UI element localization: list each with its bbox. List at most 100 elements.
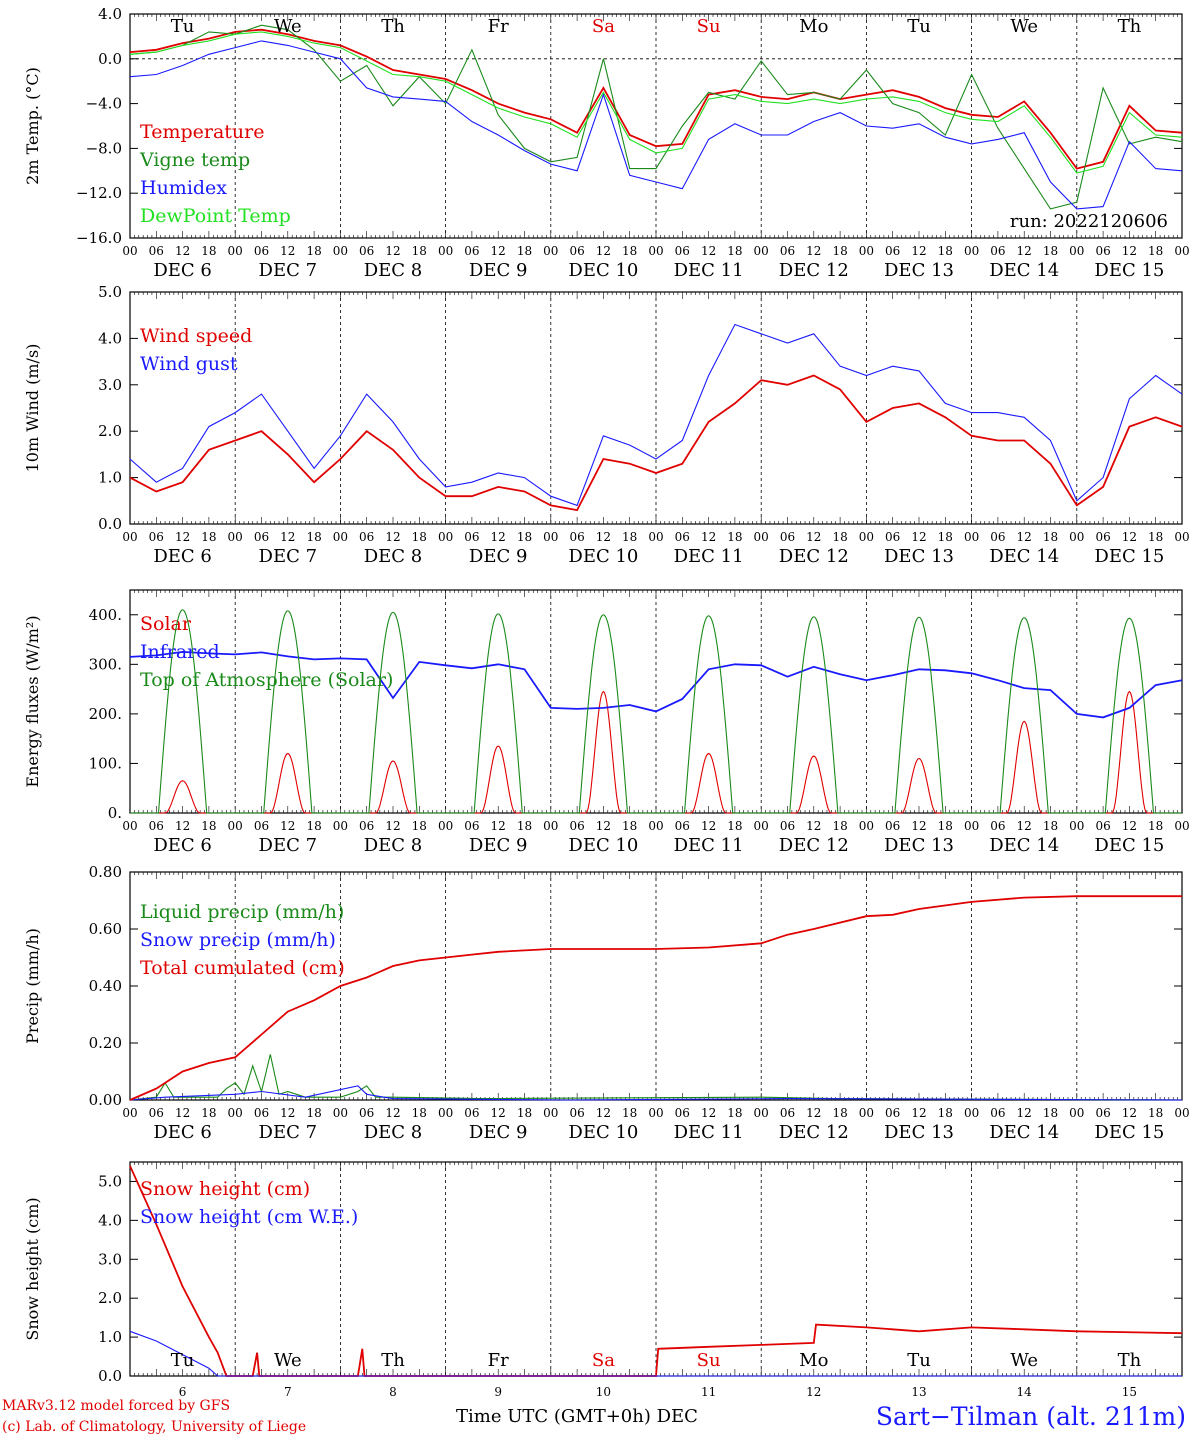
hour-tick-label: 06 — [780, 1106, 795, 1120]
hour-tick-label: 06 — [254, 244, 269, 258]
hour-tick-label: 18 — [938, 819, 953, 833]
hour-tick-label: 06 — [780, 244, 795, 258]
hour-tick-label: 12 — [911, 819, 926, 833]
hour-tick-label: 18 — [306, 819, 321, 833]
hour-tick-label: 12 — [596, 530, 611, 544]
hour-tick-label: 18 — [306, 530, 321, 544]
hour-tick-label: 18 — [412, 244, 427, 258]
hour-tick-label: 12 — [1017, 244, 1032, 258]
weekday-label-bottom: Fr — [488, 1350, 509, 1371]
hour-tick-label: 00 — [122, 530, 137, 544]
hour-tick-label: 18 — [1148, 819, 1163, 833]
legend-entry: Top of Atmosphere (Solar) — [140, 669, 393, 691]
weekday-label-bottom: Sa — [592, 1350, 615, 1371]
hour-tick-label: 00 — [1069, 1106, 1084, 1120]
hour-tick-label: 00 — [333, 244, 348, 258]
hour-tick-label: 12 — [175, 1106, 190, 1120]
hour-tick-label: 00 — [1069, 530, 1084, 544]
legend-entry: Liquid precip (mm/h) — [140, 901, 344, 923]
hour-tick-label: 06 — [780, 819, 795, 833]
hour-tick-label: 06 — [149, 530, 164, 544]
hour-tick-label: 18 — [832, 530, 847, 544]
hour-tick-label: 00 — [228, 819, 243, 833]
day-label: DEC 15 — [1094, 546, 1164, 567]
hour-tick-label: 18 — [1043, 244, 1058, 258]
legend-entry: Vigne temp — [139, 149, 250, 171]
legend-entry: Temperature — [140, 121, 264, 143]
hour-tick-label: 06 — [885, 530, 900, 544]
hour-tick-label: 00 — [964, 244, 979, 258]
series-line-0-3 — [129, 31, 1183, 174]
y-tick-label: 1.0 — [98, 469, 122, 487]
day-label: DEC 13 — [884, 546, 954, 567]
legend-entry: Snow height (cm W.E.) — [140, 1206, 358, 1228]
hour-tick-label: 12 — [911, 244, 926, 258]
hour-tick-label: 18 — [517, 819, 532, 833]
y-tick-label: 4.0 — [98, 5, 122, 23]
hour-tick-label: 06 — [1095, 530, 1110, 544]
hour-tick-label: 06 — [359, 530, 374, 544]
hour-tick-label: 00 — [1174, 819, 1189, 833]
weekday-label-bottom: Mo — [799, 1350, 828, 1371]
hour-tick-label: 06 — [254, 819, 269, 833]
weekday-label-bottom: Th — [1118, 1350, 1142, 1371]
hour-tick-label: 18 — [1043, 1106, 1058, 1120]
hour-tick-label: 00 — [543, 530, 558, 544]
hour-tick-label: 06 — [569, 244, 584, 258]
series-line-0-2 — [129, 40, 1183, 210]
day-label: DEC 7 — [259, 260, 318, 281]
legend-entry: Solar — [140, 613, 192, 635]
weekday-label-bottom: Th — [381, 1350, 405, 1371]
day-label: DEC 12 — [779, 1122, 849, 1143]
hour-tick-label: 00 — [1174, 1106, 1189, 1120]
weekday-label: We — [1010, 16, 1038, 37]
hour-tick-label: 18 — [727, 1106, 742, 1120]
hour-tick-label: 00 — [859, 244, 874, 258]
hour-tick-label: 18 — [517, 530, 532, 544]
day-label: DEC 9 — [469, 260, 528, 281]
hour-tick-label: 06 — [990, 819, 1005, 833]
series-line-0-0 — [129, 28, 1183, 170]
hour-tick-label: 12 — [596, 819, 611, 833]
hour-tick-label: 00 — [1069, 244, 1084, 258]
hour-tick-label: 12 — [385, 819, 400, 833]
y-tick-label: 0.0 — [98, 1367, 122, 1385]
hour-tick-label: 12 — [280, 1106, 295, 1120]
hour-tick-label: 12 — [596, 1106, 611, 1120]
hour-tick-label: 06 — [990, 1106, 1005, 1120]
hour-tick-label: 12 — [806, 530, 821, 544]
run-label: run: 2022120606 — [1010, 211, 1168, 232]
hour-tick-label: 06 — [464, 244, 479, 258]
hour-tick-label: 00 — [1069, 819, 1084, 833]
day-label: DEC 11 — [674, 260, 744, 281]
hour-tick-label: 00 — [648, 819, 663, 833]
day-number: 6 — [179, 1385, 187, 1399]
y-tick-label: 2.0 — [98, 1289, 122, 1307]
day-label: DEC 11 — [674, 546, 744, 567]
y-axis-label: 10m Wind (m/s) — [23, 344, 42, 473]
y-tick-label: 0.80 — [89, 863, 122, 881]
day-number: 7 — [284, 1385, 292, 1399]
hour-tick-label: 18 — [306, 244, 321, 258]
legend-entry: Snow precip (mm/h) — [140, 929, 336, 951]
hour-tick-label: 12 — [701, 1106, 716, 1120]
day-label: DEC 6 — [153, 1122, 212, 1143]
hour-tick-label: 12 — [1017, 819, 1032, 833]
weekday-label-bottom: Tu — [907, 1350, 931, 1371]
hour-tick-label: 12 — [175, 819, 190, 833]
weekday-label-bottom: Su — [697, 1350, 721, 1371]
day-number: 9 — [494, 1385, 502, 1399]
hour-tick-label: 06 — [569, 530, 584, 544]
day-label: DEC 14 — [989, 1122, 1059, 1143]
hour-tick-label: 18 — [201, 819, 216, 833]
day-label: DEC 8 — [364, 835, 423, 856]
legend-entry: Humidex — [140, 177, 227, 199]
day-label: DEC 14 — [989, 546, 1059, 567]
hour-tick-label: 06 — [1095, 819, 1110, 833]
hour-tick-label: 06 — [1095, 244, 1110, 258]
hour-tick-label: 00 — [1174, 244, 1189, 258]
hour-tick-label: 12 — [280, 819, 295, 833]
hour-tick-label: 12 — [806, 244, 821, 258]
y-tick-label: 3.0 — [98, 376, 122, 394]
hour-tick-label: 06 — [464, 819, 479, 833]
